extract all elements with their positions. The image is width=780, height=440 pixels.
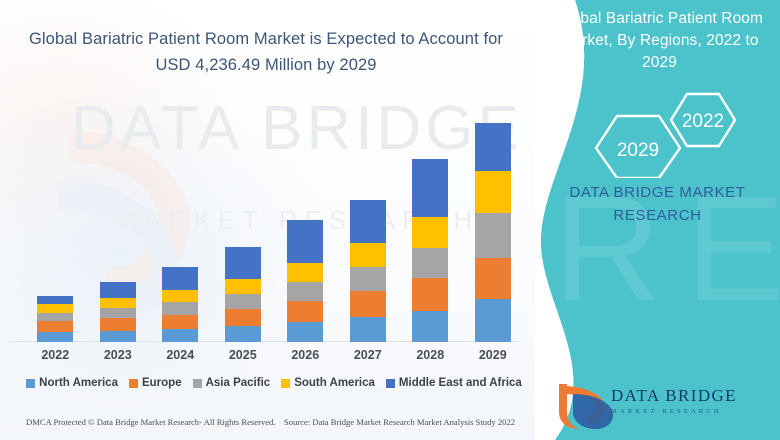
- footer-source: Source: Data Bridge Market Research Mark…: [284, 417, 516, 427]
- panel-title: Global Bariatric Patient Room Market, By…: [555, 10, 764, 71]
- chart-baseline: [10, 341, 518, 342]
- segment-asia-pacific: [37, 312, 74, 322]
- legend-swatch-icon: [128, 378, 138, 388]
- brand-logo-icon: [559, 384, 613, 429]
- segment-north-america: [99, 330, 136, 342]
- footer: DMCA Protected © Data Bridge Market Rese…: [0, 414, 560, 440]
- x-axis-label-2027: 2027: [353, 348, 382, 362]
- legend-label: North America: [39, 377, 118, 389]
- segment-europe: [349, 290, 386, 318]
- bar-2023: [99, 282, 136, 342]
- segment-asia-pacific: [412, 248, 449, 278]
- stacked-bar-chart: 2022 2023 2024 2025 2026 2027 2028 2029 North A…: [0, 96, 560, 440]
- legend-label: Middle East and Africa: [398, 377, 522, 389]
- legend-swatch-icon: [281, 378, 291, 388]
- bar-2027: [349, 200, 386, 342]
- hexagon-back-label: 2022: [682, 111, 724, 132]
- panel-shape: R E: [535, 0, 780, 440]
- svg-text:R: R: [553, 164, 661, 332]
- hexagon-front-label: 2029: [617, 140, 659, 161]
- x-axis-label-2024: 2024: [166, 348, 195, 362]
- segment-middle-east-and-africa: [162, 267, 199, 290]
- brand-logo-name: DATA BRIDGE: [611, 386, 737, 405]
- segment-south-america: [99, 297, 136, 308]
- segment-europe: [37, 321, 74, 332]
- page-title: Global Bariatric Patient Room Market is …: [28, 30, 503, 74]
- legend-label: South America: [294, 377, 375, 389]
- segment-middle-east-and-africa: [412, 159, 449, 218]
- segment-north-america: [474, 299, 511, 342]
- segment-south-america: [474, 170, 511, 214]
- segment-middle-east-and-africa: [287, 219, 324, 264]
- segment-south-america: [37, 304, 74, 313]
- segment-south-america: [224, 278, 261, 294]
- segment-north-america: [37, 331, 74, 342]
- segment-middle-east-and-africa: [99, 282, 136, 298]
- legend-swatch-icon: [192, 378, 202, 388]
- segment-asia-pacific: [287, 282, 324, 302]
- footer-copyright: DMCA Protected © Data Bridge Market Rese…: [26, 417, 276, 427]
- legend-item-europe[interactable]: Europe: [128, 377, 182, 389]
- panel-brand-text: DATA BRIDGE MARKET RESEARCH: [545, 182, 770, 227]
- segment-south-america: [349, 242, 386, 268]
- legend-item-asia-pacific[interactable]: Asia Pacific: [192, 377, 271, 389]
- legend-item-south-america[interactable]: South America: [281, 377, 375, 389]
- x-axis-label-2029: 2029: [478, 348, 507, 362]
- segment-europe: [99, 318, 136, 331]
- hexagon-back-icon: [669, 92, 737, 148]
- x-axis-label-2025: 2025: [228, 348, 257, 362]
- segment-asia-pacific: [474, 213, 511, 258]
- legend-swatch-icon: [26, 378, 36, 388]
- bar-2029: [474, 123, 511, 342]
- legend-item-north-america[interactable]: North America: [26, 377, 118, 389]
- segment-asia-pacific: [349, 267, 386, 291]
- segment-middle-east-and-africa: [474, 123, 511, 171]
- segment-middle-east-and-africa: [224, 247, 261, 279]
- bar-2026: [287, 219, 324, 342]
- bar-2025: [224, 247, 261, 342]
- segment-north-america: [412, 310, 449, 342]
- segment-south-america: [162, 289, 199, 303]
- x-axis-label-2026: 2026: [291, 348, 320, 362]
- segment-north-america: [349, 317, 386, 342]
- brand-logo-tagline: MARKET RESEARCH: [611, 408, 722, 415]
- segment-europe: [287, 301, 324, 323]
- x-axis-label-2022: 2022: [41, 348, 70, 362]
- chart-legend: North America Europe Asia Pacific South Ame…: [24, 374, 524, 392]
- bar-2028: [412, 159, 449, 342]
- segment-middle-east-and-africa: [37, 295, 74, 305]
- hexagon-group: 2022 2029: [535, 86, 780, 180]
- segment-europe: [224, 308, 261, 326]
- legend-item-middle-east-and-africa[interactable]: Middle East and Africa: [385, 377, 522, 389]
- legend-swatch-icon: [385, 378, 395, 388]
- legend-label: Asia Pacific: [205, 377, 271, 389]
- x-axis-label-2023: 2023: [103, 348, 132, 362]
- x-axis-label-2028: 2028: [416, 348, 445, 362]
- x-axis-labels: 2022 2023 2024 2025 2026 2027 2028 2029: [24, 348, 524, 370]
- panel-brand-line-2: RESEARCH: [613, 206, 702, 224]
- brand-panel: R E Global Bariatric Patient Room Market…: [535, 0, 780, 440]
- segment-asia-pacific: [162, 302, 199, 315]
- legend-label: Europe: [141, 377, 182, 389]
- bar-2022: [37, 295, 74, 342]
- brand-logo-text: DATA BRIDGE MARKET RESEARCH: [611, 386, 737, 415]
- segment-north-america: [287, 322, 324, 342]
- panel-brand-line-1: DATA BRIDGE MARKET: [569, 184, 746, 201]
- segment-asia-pacific: [99, 307, 136, 319]
- segment-europe: [474, 257, 511, 300]
- segment-asia-pacific: [224, 293, 261, 309]
- svg-text:E: E: [685, 164, 780, 332]
- chart-plot-area: [24, 96, 524, 342]
- segment-south-america: [412, 217, 449, 249]
- bar-2024: [162, 267, 199, 342]
- segment-north-america: [224, 325, 261, 342]
- segment-north-america: [162, 328, 199, 342]
- segment-middle-east-and-africa: [349, 200, 386, 243]
- segment-south-america: [287, 263, 324, 283]
- segment-europe: [162, 314, 199, 329]
- segment-europe: [412, 277, 449, 311]
